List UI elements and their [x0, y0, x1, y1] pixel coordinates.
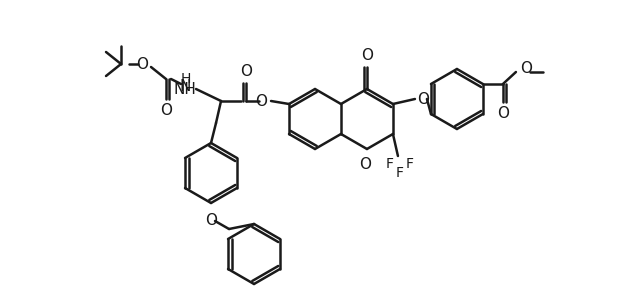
Text: F: F — [396, 166, 404, 180]
Text: NH: NH — [173, 81, 196, 96]
Text: O: O — [417, 91, 429, 107]
Text: H: H — [180, 72, 191, 86]
Text: O: O — [205, 213, 217, 228]
Text: F: F — [406, 157, 414, 171]
Text: O: O — [255, 94, 267, 108]
Text: O: O — [361, 48, 373, 63]
Text: O: O — [240, 64, 252, 79]
Text: N: N — [180, 79, 191, 94]
Text: F: F — [386, 157, 394, 171]
Text: O: O — [497, 106, 509, 121]
Text: O: O — [359, 157, 371, 172]
Text: O: O — [160, 103, 172, 118]
Text: O: O — [136, 56, 148, 72]
Text: O: O — [520, 60, 532, 76]
